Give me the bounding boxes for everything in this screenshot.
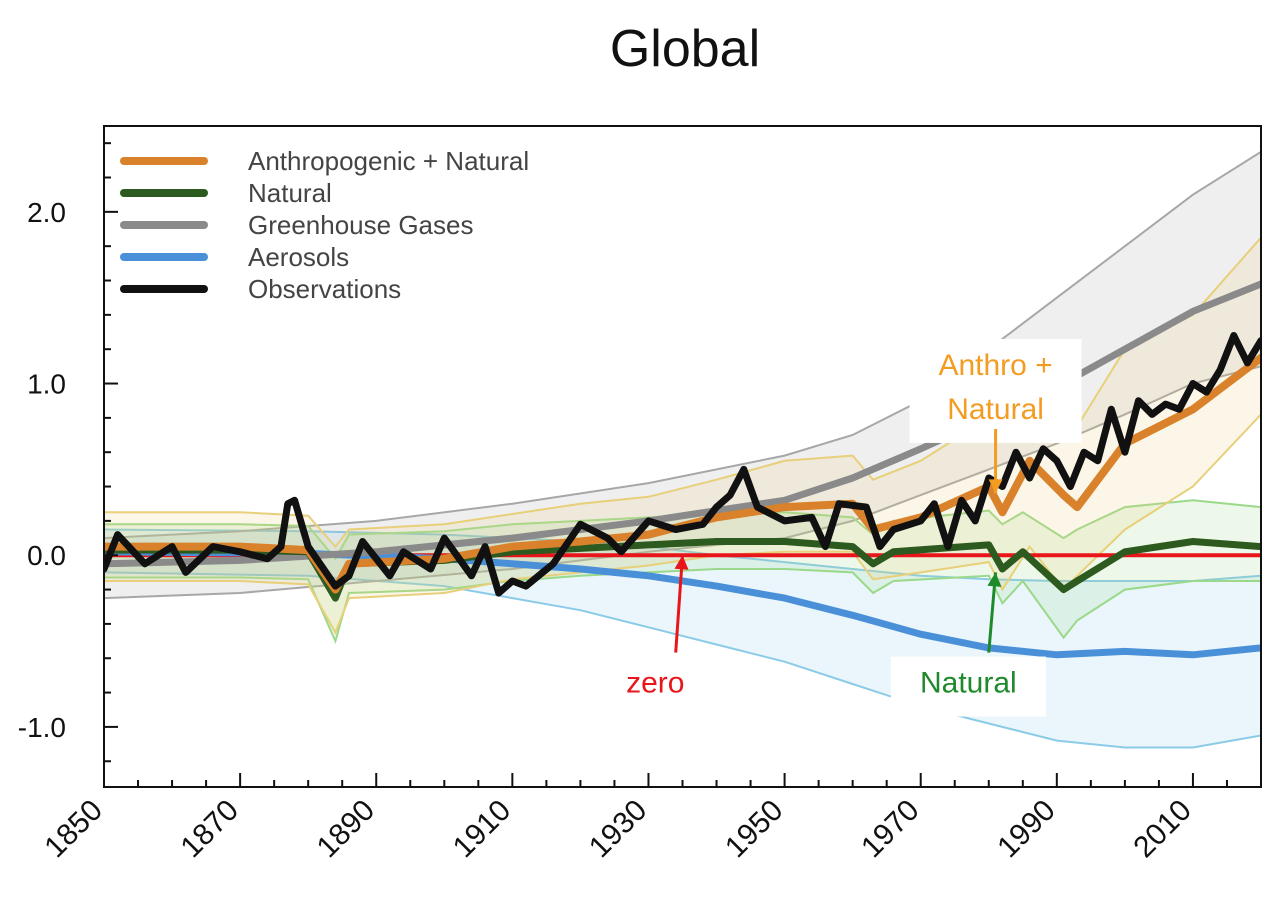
x-tick-label: 1890 <box>311 794 382 865</box>
x-tick-label: 1910 <box>447 794 518 865</box>
y-tick-label: 2.0 <box>27 197 66 228</box>
series-lines <box>104 280 1261 659</box>
annotation-arrowhead <box>988 479 1003 494</box>
band-lower-greenhouse-gases <box>104 365 1261 600</box>
annotation-box <box>890 656 1046 717</box>
annotation-anthro-natural: Anthro + Natural <box>909 338 1082 494</box>
band-anthropogenic-natural <box>104 237 1261 633</box>
x-tick-label: 1850 <box>38 794 109 865</box>
x-tick-label: 1930 <box>583 794 654 865</box>
legend-label: Aerosols <box>248 242 349 272</box>
x-tick-label: 1870 <box>175 794 246 865</box>
annotation-text: Natural <box>920 667 1017 700</box>
legend-item-observations: Observations <box>120 274 401 304</box>
x-tick-label: 1950 <box>719 794 790 865</box>
legend-item-greenhouse-gases: Greenhouse Gases <box>120 210 473 240</box>
legend-label: Natural <box>248 178 332 208</box>
band-upper-aerosols <box>104 528 1261 582</box>
legend: Anthropogenic + NaturalNaturalGreenhouse… <box>120 146 529 304</box>
band-upper-natural <box>104 499 1261 561</box>
y-tick-label: 0.0 <box>27 540 66 571</box>
annotations: Anthro + Natural Natural zero <box>603 338 1082 717</box>
annotation-box <box>909 338 1082 443</box>
band-upper-greenhouse-gases <box>104 150 1261 540</box>
legend-label: Greenhouse Gases <box>248 210 473 240</box>
annotation-arrowhead <box>674 555 689 570</box>
series-line-greenhouse-gases <box>104 280 1261 568</box>
chart-title: Global <box>610 20 760 78</box>
annotation-box <box>603 656 708 717</box>
band-lower-aerosols <box>104 571 1261 749</box>
y-tick-label: -1.0 <box>18 712 66 743</box>
legend-label: Observations <box>248 274 401 304</box>
legend-item-anthropogenic-natural: Anthropogenic + Natural <box>120 146 529 176</box>
annotation-text: Anthro + <box>938 349 1052 382</box>
annotation-arrow <box>674 555 684 653</box>
annotation-natural: Natural <box>890 572 1046 717</box>
x-tick-label: 1990 <box>991 794 1062 865</box>
annotation-text: Natural <box>947 393 1044 426</box>
x-tick-label: 2010 <box>1127 794 1198 865</box>
x-tick-label: 1970 <box>855 794 926 865</box>
legend-item-aerosols: Aerosols <box>120 242 349 272</box>
legend-item-natural: Natural <box>120 178 332 208</box>
annotation-arrowhead <box>987 572 1002 587</box>
legend-label: Anthropogenic + Natural <box>248 146 529 176</box>
annotation-zero: zero <box>603 555 708 717</box>
annotation-text: zero <box>626 667 684 700</box>
y-tick-label: 1.0 <box>27 369 66 400</box>
series-line-observations <box>104 332 1261 597</box>
